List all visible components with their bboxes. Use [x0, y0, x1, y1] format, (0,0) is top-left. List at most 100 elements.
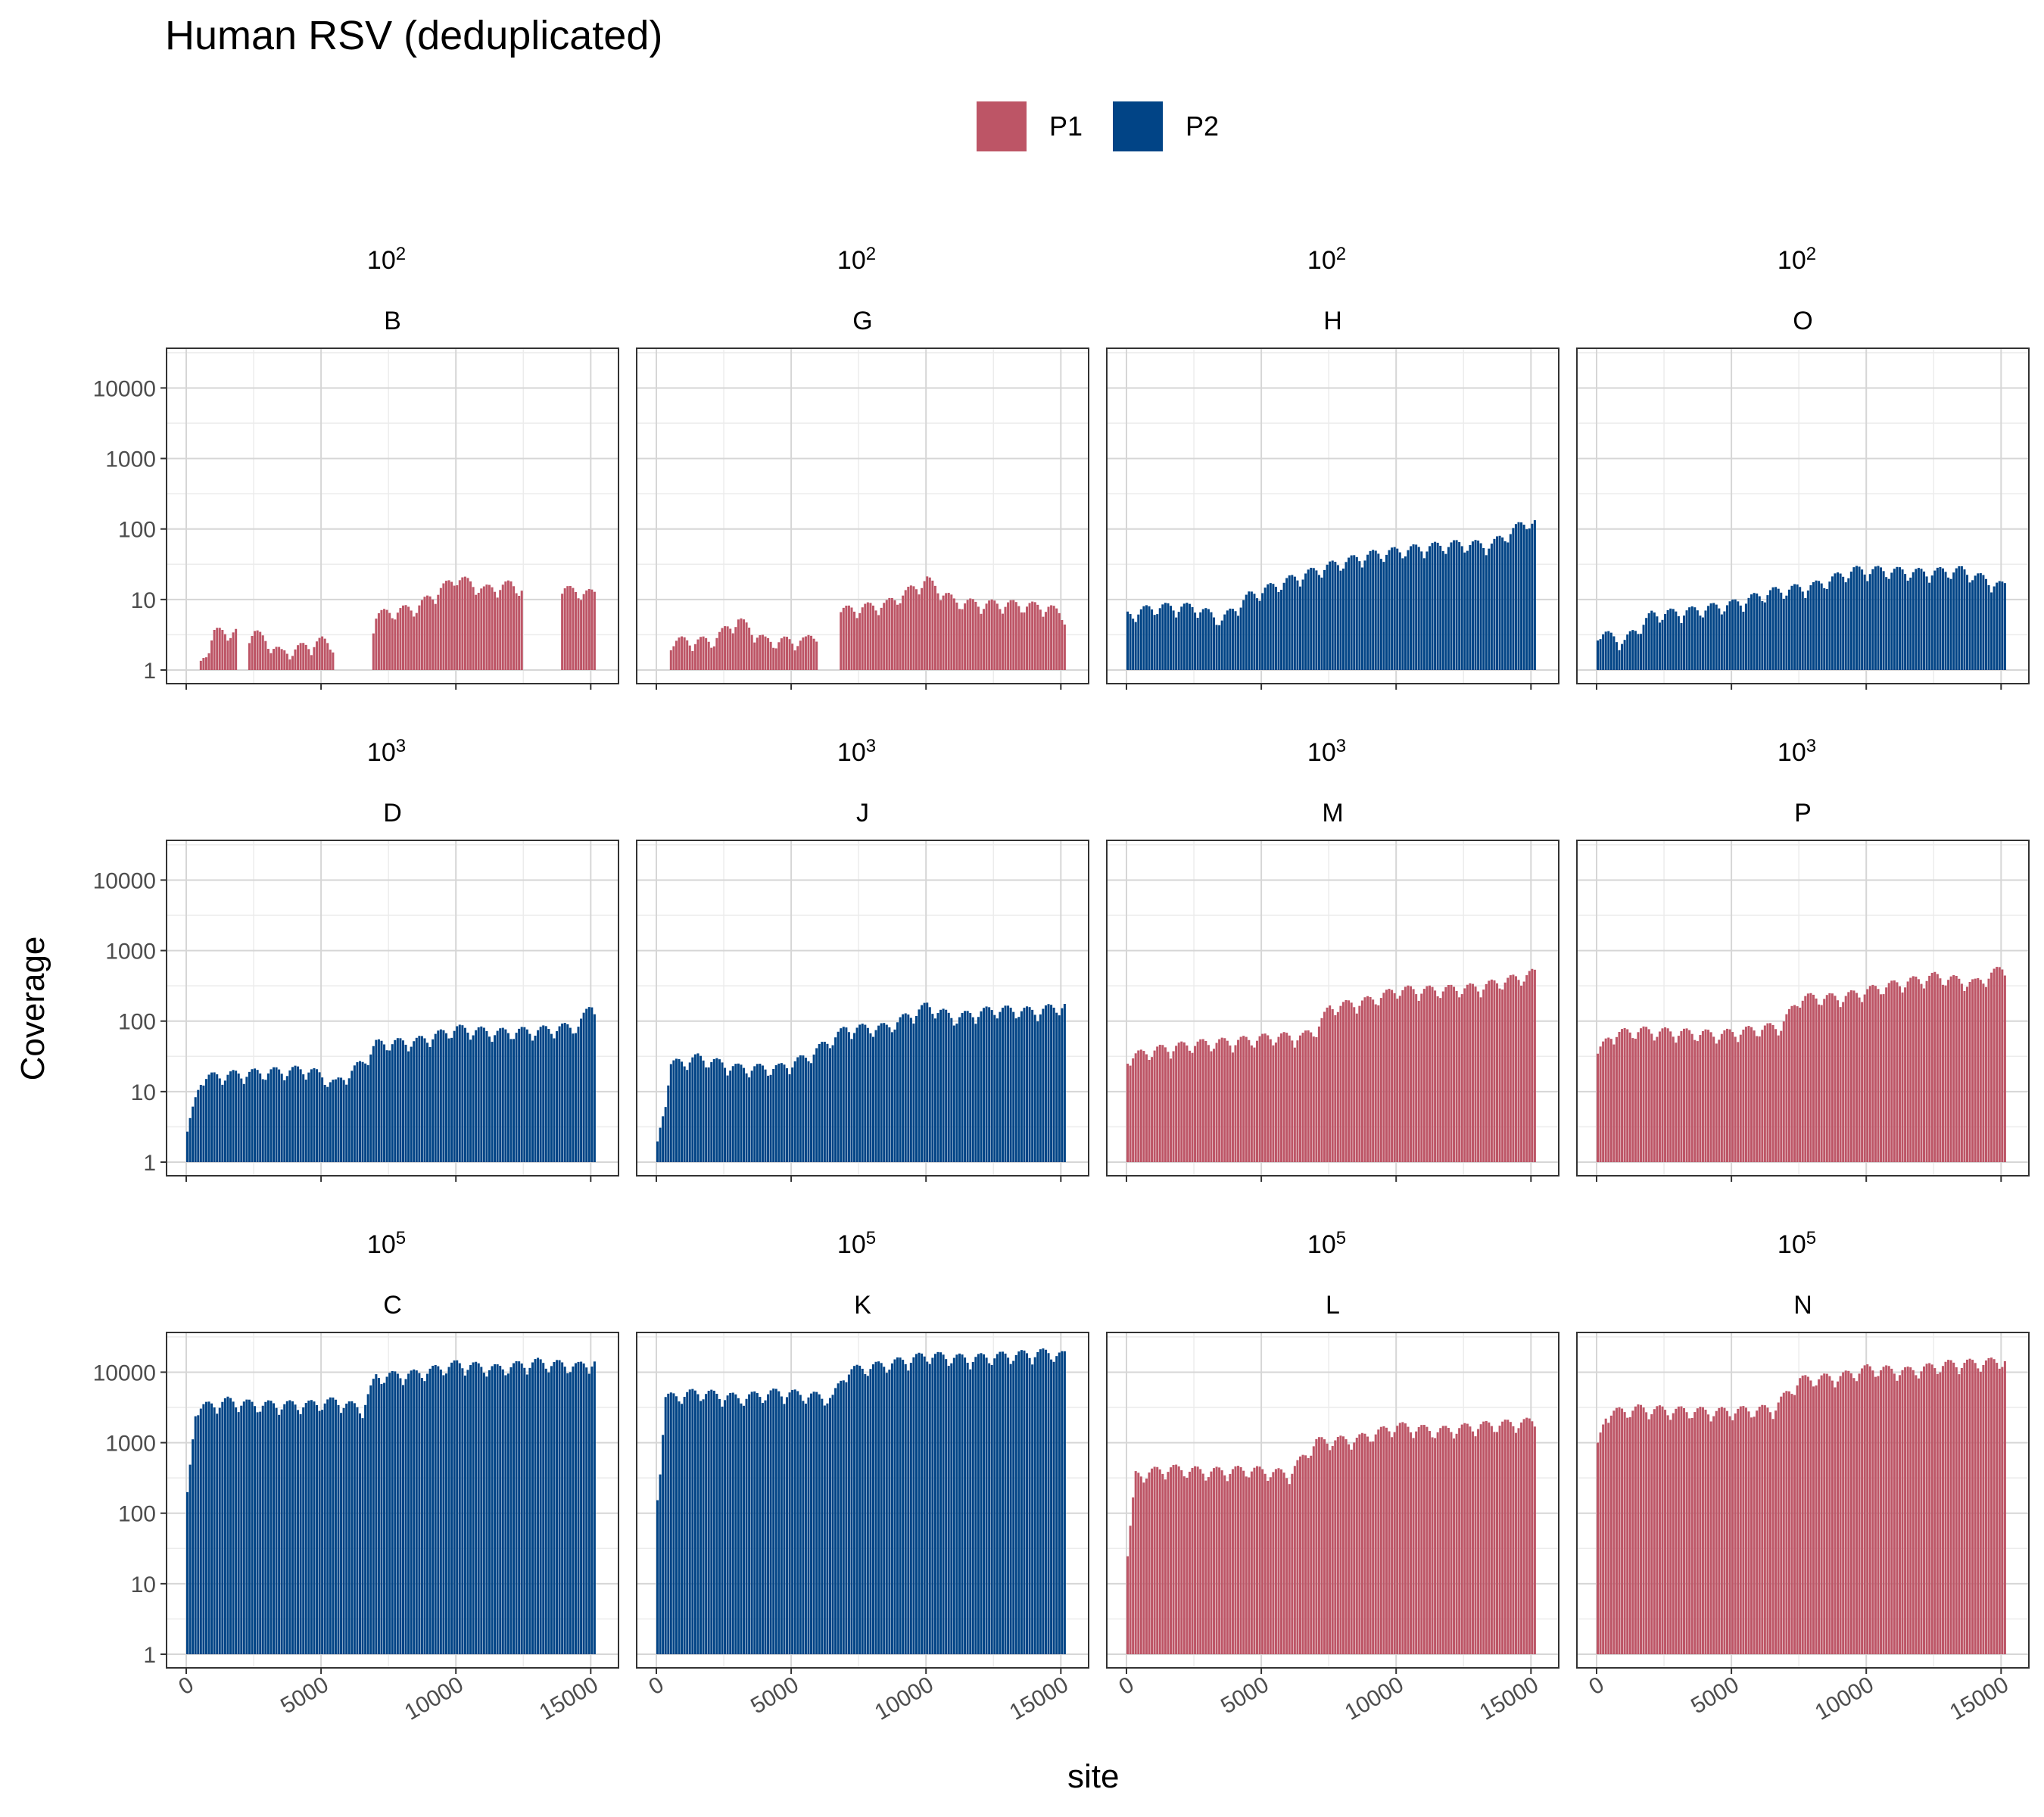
coverage-bar	[1987, 978, 1990, 1162]
coverage-bar	[513, 586, 516, 670]
coverage-bar	[1151, 1057, 1154, 1162]
coverage-bar	[1866, 581, 1869, 670]
coverage-bar	[1261, 1469, 1264, 1654]
coverage-bar	[918, 1352, 921, 1654]
coverage-bar	[1834, 1387, 1837, 1654]
coverage-bar	[1723, 611, 1726, 670]
coverage-bar	[1818, 1004, 1821, 1162]
coverage-bar	[1520, 985, 1523, 1162]
coverage-bar	[1482, 1421, 1485, 1654]
coverage-bar	[1194, 1046, 1197, 1162]
coverage-bar	[1517, 1428, 1520, 1654]
coverage-bar	[1175, 1464, 1178, 1654]
coverage-bar	[1248, 591, 1251, 670]
coverage-bar	[1597, 1442, 1600, 1654]
coverage-bar	[447, 1367, 450, 1654]
coverage-bar	[321, 1410, 324, 1654]
coverage-bar	[1129, 1065, 1132, 1162]
coverage-bar	[456, 585, 459, 670]
coverage-bar	[1855, 993, 1858, 1162]
coverage-bar	[1809, 585, 1812, 670]
coverage-bar	[593, 1014, 596, 1162]
coverage-bar	[1052, 1361, 1055, 1654]
coverage-bar	[404, 1044, 407, 1162]
coverage-bar	[926, 1002, 929, 1162]
coverage-bar	[1134, 1471, 1137, 1654]
coverage-bar	[1715, 1410, 1718, 1654]
coverage-bar	[688, 1062, 691, 1162]
coverage-bar	[774, 1065, 777, 1162]
coverage-bar	[1874, 566, 1877, 670]
coverage-bar	[985, 1357, 988, 1654]
coverage-bar	[1799, 587, 1802, 670]
coverage-bar	[377, 1378, 380, 1654]
coverage-bar	[242, 1401, 245, 1654]
coverage-bar	[753, 642, 756, 670]
coverage-bar	[401, 605, 404, 670]
coverage-bar	[1412, 544, 1415, 670]
coverage-bar	[1626, 634, 1629, 670]
coverage-bar	[513, 1363, 516, 1654]
coverage-bar	[1837, 572, 1840, 670]
coverage-bar	[1326, 564, 1329, 670]
coverage-bar	[475, 594, 478, 670]
coverage-bar	[1756, 1036, 1759, 1162]
coverage-bar	[434, 1364, 437, 1654]
coverage-bar	[1379, 1426, 1382, 1654]
coverage-bar	[1949, 976, 1952, 1162]
coverage-bar	[1282, 1473, 1285, 1654]
coverage-bar	[302, 643, 305, 670]
coverage-bar	[334, 1399, 337, 1654]
coverage-bar	[850, 1369, 853, 1654]
coverage-bar	[566, 1024, 569, 1162]
coverage-bar	[1893, 980, 1896, 1162]
coverage-bar	[888, 1027, 891, 1162]
coverage-bar	[1685, 610, 1688, 670]
coverage-bar	[1514, 524, 1517, 670]
coverage-bar	[880, 1363, 883, 1654]
coverage-bar	[1028, 1357, 1031, 1654]
coverage-bar	[1690, 606, 1693, 670]
coverage-bar	[1439, 545, 1442, 670]
coverage-bar	[197, 1089, 200, 1162]
coverage-bar	[537, 1357, 540, 1654]
coverage-bar	[587, 588, 590, 670]
coverage-bar	[1353, 1442, 1356, 1654]
coverage-bar	[945, 1359, 948, 1654]
coverage-bar	[1909, 577, 1912, 670]
coverage-bar	[482, 586, 485, 670]
coverage-bar	[1469, 544, 1472, 670]
coverage-bar	[1317, 575, 1320, 670]
coverage-bar	[264, 1080, 267, 1162]
coverage-bar	[520, 1027, 523, 1162]
coverage-bar	[202, 1085, 205, 1162]
coverage-bar	[1533, 969, 1536, 1162]
coverage-bar	[1188, 1050, 1191, 1162]
coverage-bar	[1296, 1460, 1299, 1654]
coverage-bar	[1979, 573, 1982, 670]
legend-key-p1	[977, 101, 1027, 151]
coverage-bar	[366, 1064, 369, 1162]
coverage-bar	[726, 1395, 729, 1654]
coverage-bar	[1650, 1033, 1653, 1162]
facet-sample-label: B	[384, 307, 401, 335]
coverage-bar	[1818, 581, 1821, 670]
coverage-bar	[1868, 986, 1871, 1162]
coverage-bar	[693, 644, 696, 670]
coverage-bar	[1944, 572, 1947, 670]
coverage-bar	[1396, 548, 1399, 670]
coverage-bar	[499, 1366, 502, 1654]
coverage-bar	[1941, 568, 1944, 670]
coverage-bar	[1661, 1406, 1664, 1654]
coverage-bar	[1647, 1029, 1650, 1162]
coverage-bar	[1215, 625, 1218, 670]
coverage-bar	[1503, 541, 1507, 670]
coverage-bar	[332, 1397, 335, 1654]
facet-dilution-base: 10	[837, 738, 866, 767]
coverage-bar	[1709, 1032, 1712, 1162]
coverage-bar	[764, 1400, 767, 1654]
coverage-bar	[1645, 1412, 1648, 1654]
coverage-bar	[245, 1077, 248, 1162]
coverage-bar	[369, 1385, 372, 1654]
coverage-bar	[966, 1011, 969, 1162]
